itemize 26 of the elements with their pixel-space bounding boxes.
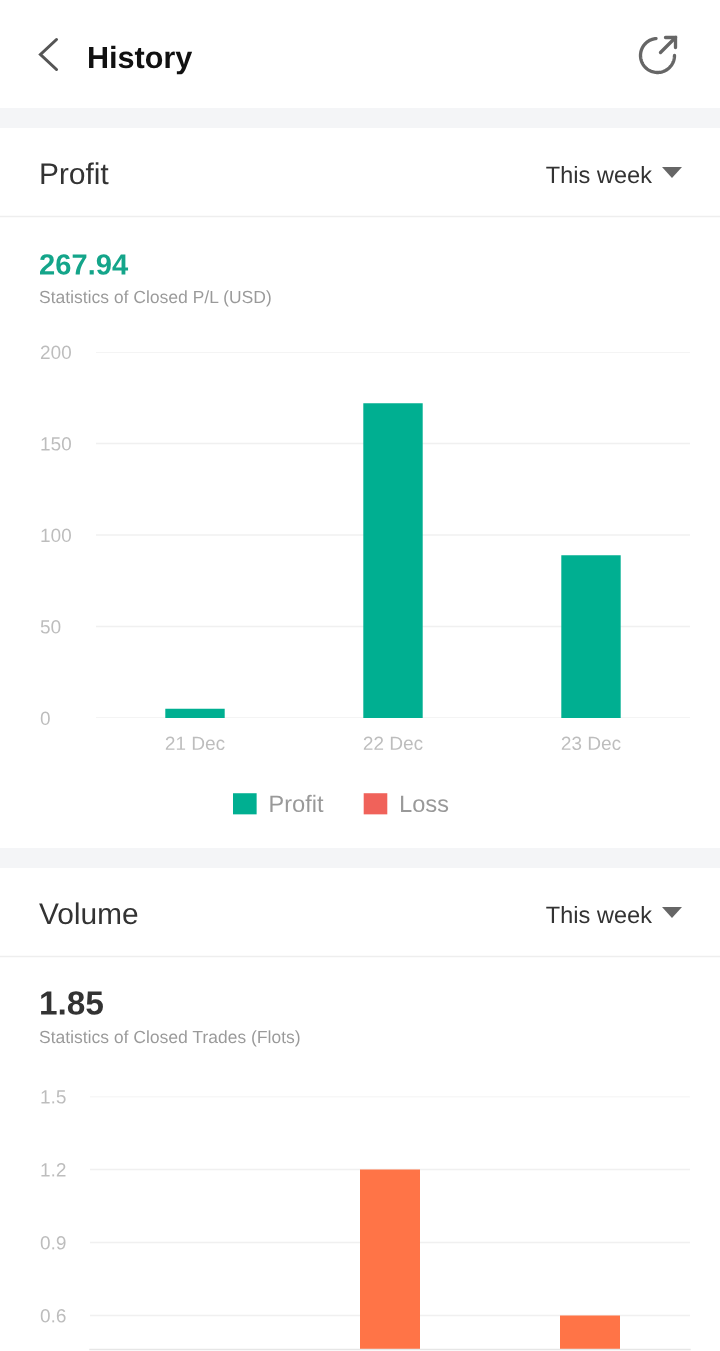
y-tick-label: 1.2 [41, 1163, 66, 1177]
y-tick-label: 0.9 [40, 1236, 66, 1250]
y-tick-label: 100 [41, 528, 71, 543]
x-tick-label: 23 Dec [561, 736, 621, 751]
bar [165, 708, 225, 718]
text: 1.85 [41, 991, 103, 1015]
y-tick-label: 50 [40, 620, 61, 634]
bar [363, 403, 423, 718]
chart-title: Profit [41, 162, 109, 185]
chart-subtitle: Statistics of Closed Trades (Flots) [39, 1030, 300, 1047]
legend-label: Profit [270, 794, 324, 813]
chart-title: Volume [39, 902, 138, 925]
y-tick-label: 200 [40, 345, 71, 360]
y-tick-label: 1.5 [41, 1090, 66, 1104]
bar [561, 555, 621, 718]
y-tick-label: 0.6 [40, 1309, 66, 1323]
chart-subtitle: Statistics of Closed P/L (USD) [39, 290, 271, 307]
text: This week [546, 165, 653, 184]
y-tick-label: 150 [41, 437, 71, 451]
text: This week [546, 905, 653, 924]
y-tick-label: 0 [40, 711, 50, 726]
x-tick-label: 22 Dec [363, 736, 423, 751]
x-tick-label: 21 Dec [165, 736, 225, 751]
text: History [89, 45, 193, 75]
text: 267.94 [40, 254, 129, 275]
legend-label: Loss [401, 795, 449, 813]
